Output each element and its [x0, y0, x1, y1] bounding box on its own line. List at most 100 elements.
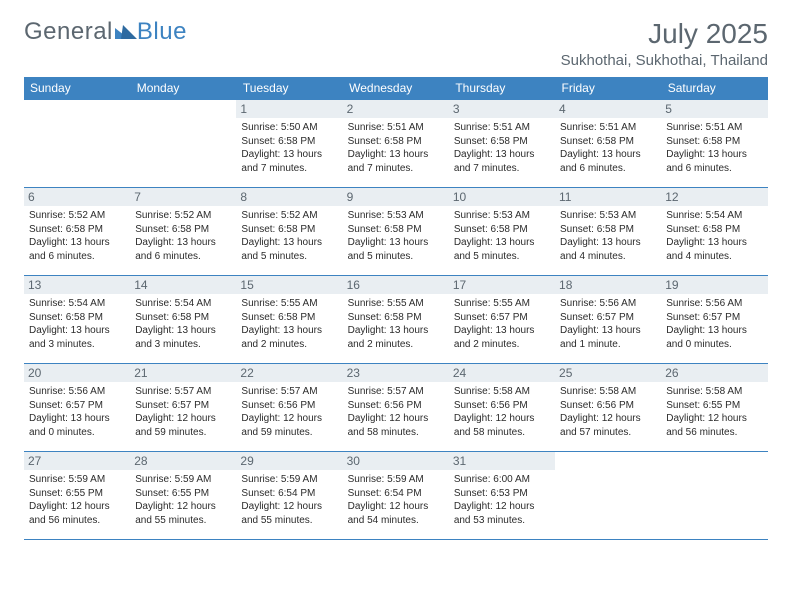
day-details: Sunrise: 5:56 AMSunset: 6:57 PMDaylight:… — [560, 297, 656, 351]
day-details: Sunrise: 5:56 AMSunset: 6:57 PMDaylight:… — [29, 385, 125, 439]
day-details: Sunrise: 5:58 AMSunset: 6:55 PMDaylight:… — [666, 385, 762, 439]
day-number: 22 — [236, 364, 342, 382]
day-details: Sunrise: 5:54 AMSunset: 6:58 PMDaylight:… — [29, 297, 125, 351]
empty-cell: . — [130, 100, 236, 188]
day-details: Sunrise: 5:55 AMSunset: 6:58 PMDaylight:… — [241, 297, 337, 351]
day-cell: 5 Sunrise: 5:51 AMSunset: 6:58 PMDaylight… — [661, 100, 767, 188]
day-cell: 7Sunrise: 5:52 AMSunset: 6:58 PMDaylight… — [130, 188, 236, 276]
day-number: 4 — [555, 100, 661, 118]
day-cell: 29 Sunrise: 5:59 AMSunset: 6:54 PMDayligh… — [236, 452, 342, 540]
day-header: Thursday — [449, 77, 555, 100]
day-details: Sunrise: 5:57 AMSunset: 6:56 PMDaylight:… — [241, 385, 337, 439]
day-cell: 17 Sunrise: 5:55 AMSunset: 6:57 PMDayligh… — [449, 276, 555, 364]
day-details: Sunrise: 5:51 AMSunset: 6:58 PMDaylight:… — [560, 121, 656, 175]
day-cell: 30 Sunrise: 5:59 AMSunset: 6:54 PMDayligh… — [343, 452, 449, 540]
day-cell: 20 Sunrise: 5:56 AMSunset: 6:57 PMDayligh… — [24, 364, 130, 452]
day-details: Sunrise: 5:59 AMSunset: 6:55 PMDaylight:… — [29, 473, 125, 527]
day-header: Sunday — [24, 77, 130, 100]
day-cell: 10 Sunrise: 5:53 AMSunset: 6:58 PMDayligh… — [449, 188, 555, 276]
day-number: 10 — [449, 188, 555, 206]
day-cell: 2 Sunrise: 5:51 AMSunset: 6:58 PMDaylight… — [343, 100, 449, 188]
day-cell: 12Sunrise: 5:54 AMSunset: 6:58 PMDayligh… — [661, 188, 767, 276]
day-number: 8 — [236, 188, 342, 206]
day-number: 30 — [343, 452, 449, 470]
day-details: Sunrise: 5:59 AMSunset: 6:54 PMDaylight:… — [348, 473, 444, 527]
day-details: Sunrise: 5:53 AMSunset: 6:58 PMDaylight:… — [454, 209, 550, 263]
day-cell: 1Sunrise: 5:50 AMSunset: 6:58 PMDaylight… — [236, 100, 342, 188]
day-cell: 14Sunrise: 5:54 AMSunset: 6:58 PMDayligh… — [130, 276, 236, 364]
day-number: 3 — [449, 100, 555, 118]
day-number: 27 — [24, 452, 130, 470]
calendar-table: SundayMondayTuesdayWednesdayThursdayFrid… — [24, 77, 768, 540]
day-header: Friday — [555, 77, 661, 100]
day-number: 7 — [130, 188, 236, 206]
day-number: 23 — [343, 364, 449, 382]
day-number: 20 — [24, 364, 130, 382]
day-header: Saturday — [661, 77, 767, 100]
day-details: Sunrise: 5:59 AMSunset: 6:55 PMDaylight:… — [135, 473, 231, 527]
day-details: Sunrise: 5:51 AMSunset: 6:58 PMDaylight:… — [348, 121, 444, 175]
day-number: 6 — [24, 188, 130, 206]
day-number: 17 — [449, 276, 555, 294]
calendar-row: 20 Sunrise: 5:56 AMSunset: 6:57 PMDayligh… — [24, 364, 768, 452]
day-cell: 9Sunrise: 5:53 AMSunset: 6:58 PMDaylight… — [343, 188, 449, 276]
day-number: 21 — [130, 364, 236, 382]
day-number: 28 — [130, 452, 236, 470]
day-cell: 31 Sunrise: 6:00 AMSunset: 6:53 PMDayligh… — [449, 452, 555, 540]
day-cell: 13 Sunrise: 5:54 AMSunset: 6:58 PMDayligh… — [24, 276, 130, 364]
page-header: General Blue July 2025 Sukhothai, Sukhot… — [24, 18, 768, 69]
day-header: Wednesday — [343, 77, 449, 100]
brand-logo: General Blue — [24, 18, 187, 46]
day-cell: 26 Sunrise: 5:58 AMSunset: 6:55 PMDayligh… — [661, 364, 767, 452]
day-details: Sunrise: 5:53 AMSunset: 6:58 PMDaylight:… — [348, 209, 444, 263]
day-details: Sunrise: 5:58 AMSunset: 6:56 PMDaylight:… — [454, 385, 550, 439]
day-cell: 15 Sunrise: 5:55 AMSunset: 6:58 PMDayligh… — [236, 276, 342, 364]
day-header: Tuesday — [236, 77, 342, 100]
location-label: Sukhothai, Sukhothai, Thailand — [561, 52, 768, 69]
day-number: 31 — [449, 452, 555, 470]
day-details: Sunrise: 5:52 AMSunset: 6:58 PMDaylight:… — [29, 209, 125, 263]
day-number: 18 — [555, 276, 661, 294]
day-cell: 3 Sunrise: 5:51 AMSunset: 6:58 PMDaylight… — [449, 100, 555, 188]
day-cell: 19Sunrise: 5:56 AMSunset: 6:57 PMDayligh… — [661, 276, 767, 364]
empty-cell: . — [661, 452, 767, 540]
day-number: 26 — [661, 364, 767, 382]
calendar-row: 13 Sunrise: 5:54 AMSunset: 6:58 PMDayligh… — [24, 276, 768, 364]
empty-cell: . — [24, 100, 130, 188]
day-header: Monday — [130, 77, 236, 100]
day-cell: 24Sunrise: 5:58 AMSunset: 6:56 PMDayligh… — [449, 364, 555, 452]
day-number: 14 — [130, 276, 236, 294]
day-cell: 16 Sunrise: 5:55 AMSunset: 6:58 PMDayligh… — [343, 276, 449, 364]
day-cell: 28 Sunrise: 5:59 AMSunset: 6:55 PMDayligh… — [130, 452, 236, 540]
day-details: Sunrise: 5:55 AMSunset: 6:58 PMDaylight:… — [348, 297, 444, 351]
day-cell: 6 Sunrise: 5:52 AMSunset: 6:58 PMDaylight… — [24, 188, 130, 276]
day-number: 15 — [236, 276, 342, 294]
day-number: 12 — [661, 188, 767, 206]
day-details: Sunrise: 5:57 AMSunset: 6:57 PMDaylight:… — [135, 385, 231, 439]
day-cell: 4 Sunrise: 5:51 AMSunset: 6:58 PMDaylight… — [555, 100, 661, 188]
day-cell: 25 Sunrise: 5:58 AMSunset: 6:56 PMDayligh… — [555, 364, 661, 452]
day-cell: 11Sunrise: 5:53 AMSunset: 6:58 PMDayligh… — [555, 188, 661, 276]
day-number: 2 — [343, 100, 449, 118]
day-details: Sunrise: 5:59 AMSunset: 6:54 PMDaylight:… — [241, 473, 337, 527]
day-cell: 8 Sunrise: 5:52 AMSunset: 6:58 PMDaylight… — [236, 188, 342, 276]
day-details: Sunrise: 5:50 AMSunset: 6:58 PMDaylight:… — [241, 121, 337, 175]
day-details: Sunrise: 6:00 AMSunset: 6:53 PMDaylight:… — [454, 473, 550, 527]
day-details: Sunrise: 5:51 AMSunset: 6:58 PMDaylight:… — [454, 121, 550, 175]
day-number: 5 — [661, 100, 767, 118]
day-cell: 23Sunrise: 5:57 AMSunset: 6:56 PMDayligh… — [343, 364, 449, 452]
day-details: Sunrise: 5:58 AMSunset: 6:56 PMDaylight:… — [560, 385, 656, 439]
day-number: 13 — [24, 276, 130, 294]
calendar-row: 27 Sunrise: 5:59 AMSunset: 6:55 PMDayligh… — [24, 452, 768, 540]
day-number: 25 — [555, 364, 661, 382]
logo-triangle-icon — [115, 18, 137, 46]
calendar-row: ..1Sunrise: 5:50 AMSunset: 6:58 PMDaylig… — [24, 100, 768, 188]
day-number: 16 — [343, 276, 449, 294]
calendar-row: 6 Sunrise: 5:52 AMSunset: 6:58 PMDaylight… — [24, 188, 768, 276]
day-details: Sunrise: 5:55 AMSunset: 6:57 PMDaylight:… — [454, 297, 550, 351]
day-details: Sunrise: 5:51 AMSunset: 6:58 PMDaylight:… — [666, 121, 762, 175]
day-number: 29 — [236, 452, 342, 470]
day-cell: 27 Sunrise: 5:59 AMSunset: 6:55 PMDayligh… — [24, 452, 130, 540]
day-details: Sunrise: 5:52 AMSunset: 6:58 PMDaylight:… — [241, 209, 337, 263]
empty-cell: . — [555, 452, 661, 540]
